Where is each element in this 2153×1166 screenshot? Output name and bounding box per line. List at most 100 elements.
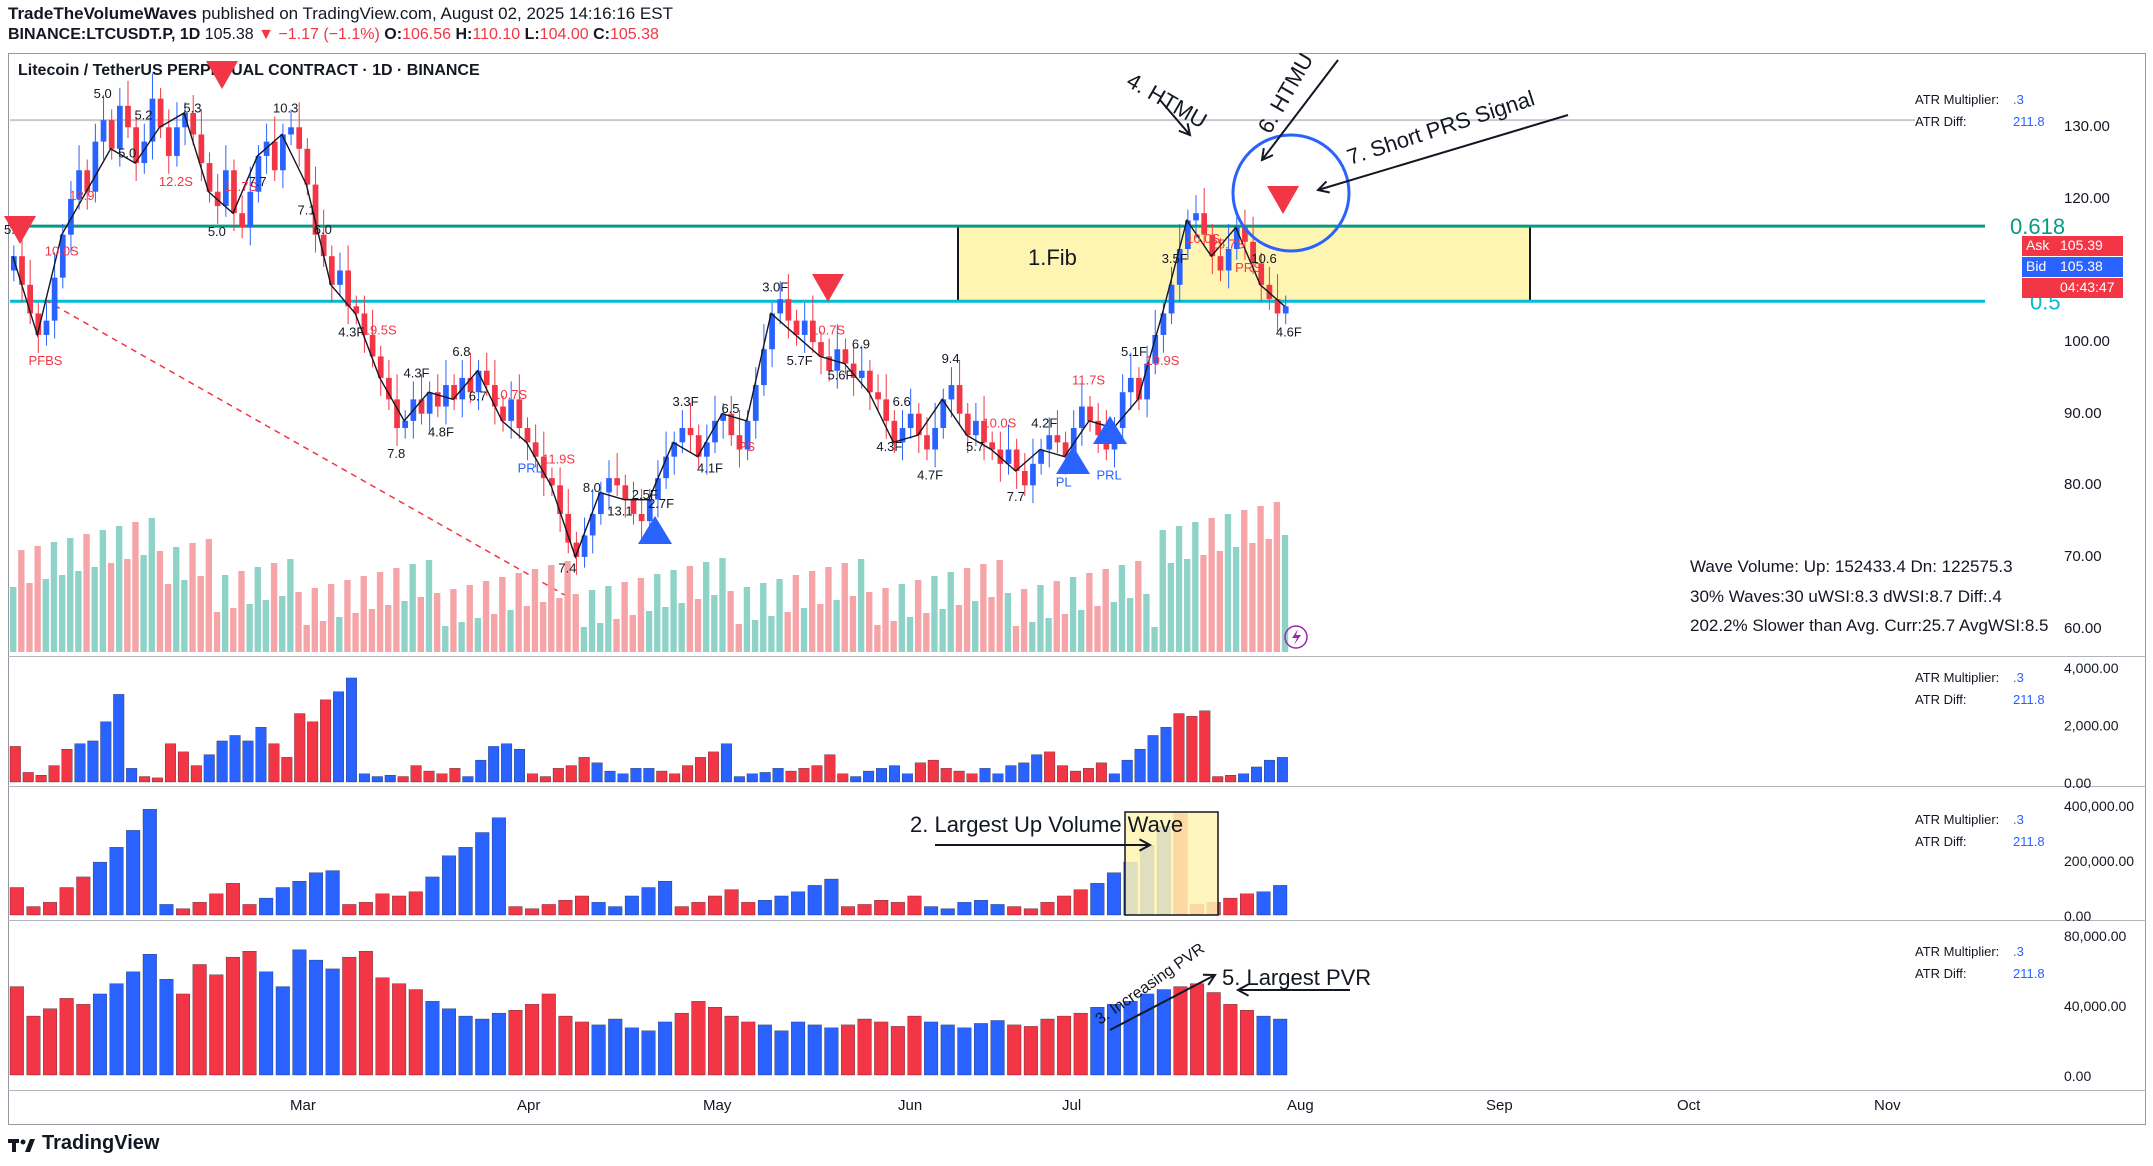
- volume-bar: [1175, 526, 1183, 652]
- wave-volume-bar: [508, 906, 523, 916]
- volume-bar: [270, 563, 278, 652]
- volume-bar: [988, 597, 995, 652]
- author-name[interactable]: TradeTheVolumeWaves: [8, 4, 197, 23]
- candle-body: [679, 428, 686, 443]
- volume-bar: [99, 530, 107, 652]
- candle-body: [549, 478, 555, 486]
- wave-label: 3.3F: [673, 394, 699, 409]
- wave-volume-bar: [541, 904, 556, 916]
- time-axis-tick: Oct: [1677, 1097, 1701, 1114]
- candle-body: [1062, 442, 1069, 457]
- wave-volume-bar: [575, 895, 589, 916]
- wave-volume-bar: [142, 809, 157, 916]
- wave-time-bar: [966, 773, 978, 783]
- chart-frame[interactable]: [8, 53, 2146, 1125]
- volume-bar: [409, 564, 416, 652]
- volume-bar: [197, 576, 204, 652]
- volume-bar: [1281, 535, 1289, 652]
- countdown-badge: 04:43:47: [2022, 278, 2123, 298]
- wave-label: 4.3F: [338, 324, 364, 339]
- wave-volume-bar: [957, 902, 972, 916]
- wave-volume-bar: [442, 855, 456, 916]
- wave-time-bar: [578, 757, 590, 783]
- candle-body: [932, 428, 938, 450]
- time-axis-tick: Jul: [1062, 1097, 1081, 1114]
- wave-time-bar: [255, 727, 267, 783]
- wave-time-bar: [1095, 762, 1107, 783]
- wave-time-bar: [1108, 773, 1120, 783]
- wave-label: 12.9: [69, 188, 94, 203]
- wave-volume-bar: [691, 902, 706, 916]
- candle-body: [492, 385, 498, 407]
- volume-bar: [531, 569, 539, 652]
- volume-bar: [1208, 518, 1215, 652]
- wave-time-bar: [216, 740, 228, 783]
- candle-body: [1087, 406, 1093, 421]
- time-axis-tick: Apr: [517, 1097, 540, 1114]
- tradingview-logo[interactable]: TradingView: [8, 1132, 159, 1155]
- pane-separator: [8, 656, 2146, 657]
- wave-label: 19.5S: [363, 322, 397, 337]
- wave-label: 5.3: [183, 100, 201, 115]
- pvr-bar: [807, 1024, 822, 1076]
- wave-time-bar: [604, 770, 616, 783]
- candle-body: [1201, 213, 1208, 235]
- wave-label: 12.2S: [159, 174, 193, 189]
- pvr-bar: [708, 1007, 722, 1076]
- candle-body: [35, 313, 42, 335]
- pvr-bar: [857, 1018, 872, 1076]
- pvr-bar: [1190, 983, 1205, 1076]
- pvr-bar: [774, 1030, 789, 1076]
- wave-volume-bar: [658, 881, 673, 916]
- volume-bar: [808, 571, 816, 652]
- wave-volume-bar: [874, 900, 889, 916]
- sell-signal-triangle: [4, 216, 36, 244]
- alert-icon: [1284, 625, 1308, 649]
- candle-body: [785, 299, 792, 321]
- volume-bar: [1151, 627, 1158, 652]
- candle-body: [809, 320, 816, 343]
- volume-bar: [262, 600, 270, 652]
- annotation-largest-pvr-arrow-head: [1235, 983, 1250, 997]
- candle-body: [361, 313, 368, 335]
- pvr-bar: [1057, 1015, 1072, 1076]
- volume-bar: [442, 626, 449, 652]
- candle-body: [296, 127, 303, 149]
- wave-label: 10.0S: [982, 416, 1016, 431]
- wave-label: 5.0: [94, 86, 112, 101]
- pvr-bar: [757, 1024, 772, 1076]
- volume-bar: [898, 584, 906, 652]
- volume-bar: [368, 609, 376, 652]
- candle-body: [1054, 435, 1061, 443]
- wave-volume-bar: [774, 895, 789, 916]
- wave-label: 4.3F: [403, 365, 429, 380]
- pvr-bar: [558, 1015, 573, 1076]
- wave-time-bar: [501, 743, 513, 783]
- candle-body: [744, 420, 751, 450]
- volume-bar: [1135, 561, 1142, 652]
- tradingview-mark-icon: [8, 1136, 36, 1152]
- wave-time-bar: [1186, 716, 1198, 783]
- pvr-bar: [824, 1027, 839, 1076]
- wave-volume-bar: [375, 893, 390, 916]
- wave-time-bar: [1225, 775, 1237, 783]
- volume-bar: [1061, 614, 1069, 652]
- pvr-bar: [192, 964, 207, 1076]
- volume-bar: [221, 575, 229, 652]
- wave-label: 6.0: [314, 222, 332, 237]
- volume-bar: [825, 567, 832, 652]
- candle-body: [116, 105, 123, 149]
- wave-label: 3.5F: [1162, 251, 1188, 266]
- volume-bar: [58, 575, 66, 652]
- candle-body: [891, 420, 898, 443]
- candle-body: [1144, 363, 1150, 400]
- atr-box-pane3: ATR Multiplier: .3 ATR Diff: 211.8: [1915, 944, 2045, 981]
- annotation-largest-up: 2. Largest Up Volume Wave: [910, 812, 1183, 837]
- wave-time-bar: [165, 743, 176, 783]
- wave-time-bar: [281, 757, 293, 783]
- pvr-bar: [1173, 986, 1188, 1076]
- candle-body: [1233, 227, 1240, 250]
- pvr-bar: [59, 998, 74, 1076]
- atr-diff-label: ATR Diff: 211.8: [1915, 834, 2045, 849]
